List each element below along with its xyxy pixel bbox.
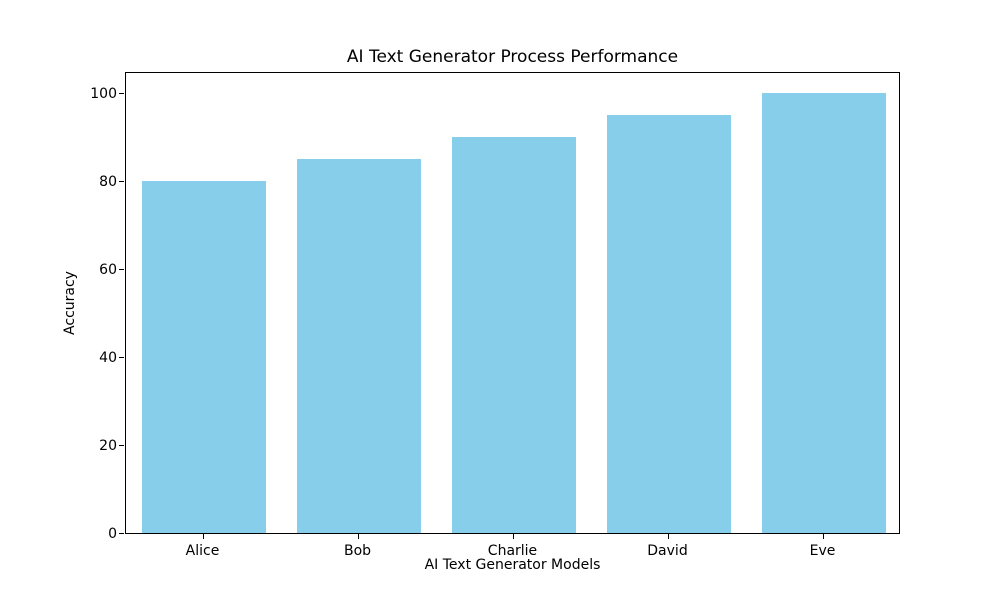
y-tick-label: 80 xyxy=(99,174,117,190)
x-tick-label: Eve xyxy=(809,543,836,559)
y-tick-label: 60 xyxy=(99,262,117,278)
bar-charlie xyxy=(451,137,576,533)
bar-bob xyxy=(296,159,421,533)
bar-eve xyxy=(761,93,886,533)
x-tick-mark xyxy=(357,534,359,539)
y-axis-label: Accuracy xyxy=(62,271,78,335)
y-tick-mark xyxy=(119,181,124,182)
x-tick-mark xyxy=(667,534,669,539)
bar-alice xyxy=(141,181,266,533)
bar-david xyxy=(606,115,731,533)
x-axis-label: AI Text Generator Models xyxy=(424,557,601,573)
y-tick-mark xyxy=(119,445,124,446)
chart-title: AI Text Generator Process Performance xyxy=(346,47,679,67)
y-tick-label: 100 xyxy=(90,86,117,102)
x-tick-label: Alice xyxy=(185,543,220,559)
bars-layer xyxy=(126,73,899,533)
y-tick-label: 20 xyxy=(99,438,117,454)
y-tick-mark xyxy=(119,533,124,534)
y-tick-mark xyxy=(119,93,124,94)
x-tick-mark xyxy=(822,534,824,539)
x-tick-label: Bob xyxy=(343,543,372,559)
y-tick-label: 40 xyxy=(99,350,117,366)
plot-area xyxy=(125,72,900,534)
x-tick-mark xyxy=(202,534,204,539)
x-tick-label: David xyxy=(647,543,688,559)
x-tick-label: Charlie xyxy=(487,543,538,559)
y-tick-mark xyxy=(119,269,124,270)
x-tick-mark xyxy=(512,534,514,539)
y-tick-label: 0 xyxy=(108,526,117,542)
y-tick-mark xyxy=(119,357,124,358)
